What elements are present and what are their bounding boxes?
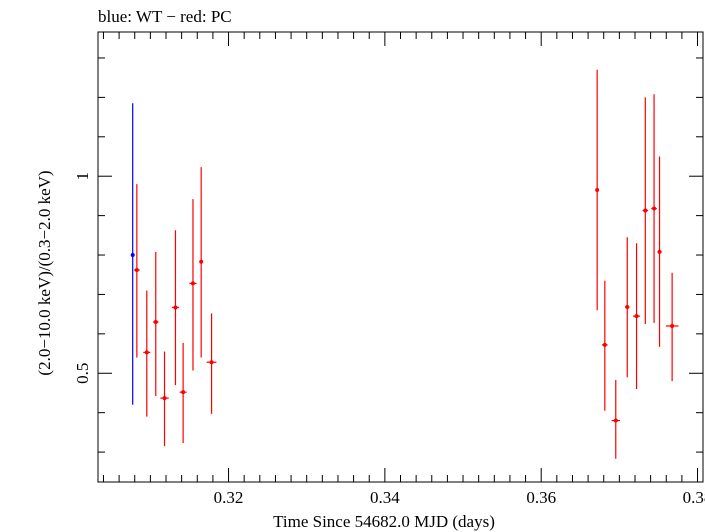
point-marker — [162, 396, 167, 401]
point-marker — [181, 390, 186, 395]
data-point — [130, 103, 135, 405]
data-point — [625, 237, 630, 378]
point-marker — [134, 268, 139, 273]
data-point — [602, 280, 608, 411]
point-marker — [153, 320, 158, 325]
point-marker — [144, 350, 149, 355]
x-axis-label: Time Since 54682.0 MJD (days) — [273, 512, 495, 531]
x-tick-label: 0.36 — [526, 488, 556, 507]
data-point — [611, 379, 620, 459]
axis-tick-labels: 0.32 0.34 0.36 0.38 0.5 1 — [73, 172, 705, 507]
point-marker — [595, 188, 600, 193]
point-marker — [670, 323, 675, 328]
data-point — [633, 243, 641, 390]
data-point — [189, 199, 197, 371]
data-point — [171, 230, 179, 386]
data-point — [651, 94, 657, 323]
data-point — [152, 251, 159, 397]
data-point — [595, 69, 600, 311]
point-marker — [613, 418, 618, 423]
y-tick-label: 1 — [73, 172, 92, 181]
axis-ticks — [98, 32, 703, 482]
point-marker — [209, 360, 214, 365]
point-marker — [652, 206, 657, 211]
data-point — [134, 184, 140, 358]
point-marker — [634, 314, 639, 319]
point-marker — [130, 253, 135, 258]
y-tick-label: 0.5 — [73, 363, 92, 384]
x-tick-label: 0.32 — [214, 488, 244, 507]
point-marker — [199, 259, 204, 264]
point-marker — [173, 305, 178, 310]
y-axis-label: (2.0−10.0 keV)/(0.3−2.0 keV) — [35, 170, 54, 375]
data-points — [130, 69, 679, 459]
data-point — [665, 272, 679, 382]
data-point — [143, 290, 151, 417]
x-tick-label: 0.38 — [683, 488, 705, 507]
chart-title: blue: WT − red: PC — [98, 7, 232, 26]
point-marker — [602, 342, 607, 347]
data-point — [160, 351, 169, 447]
data-point — [206, 313, 217, 414]
data-point — [199, 167, 204, 358]
point-marker — [643, 208, 648, 213]
data-point — [179, 342, 187, 444]
point-marker — [657, 249, 662, 254]
x-tick-label: 0.34 — [370, 488, 400, 507]
point-marker — [190, 281, 195, 286]
data-point — [642, 97, 649, 324]
point-marker — [625, 305, 630, 310]
data-point — [657, 156, 662, 347]
